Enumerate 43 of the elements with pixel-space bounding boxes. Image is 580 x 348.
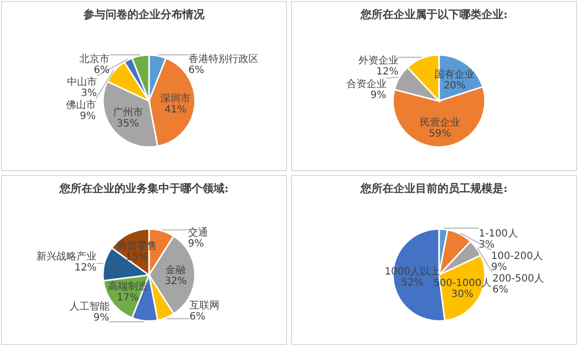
- slice-label: 人工智能: [69, 300, 110, 313]
- chart-title: 您所在企业的业务集中于哪个领域:: [58, 181, 230, 196]
- slice-label: 100-200人: [491, 251, 543, 262]
- slice-label: 民营企业: [420, 116, 460, 129]
- data-label: 12%: [74, 262, 97, 274]
- data-label: 30%: [451, 288, 474, 300]
- chart-title: 您所在企业属于以下哪类企业:: [359, 7, 509, 22]
- slice-label: 合资企业: [346, 78, 386, 90]
- data-label: 6%: [94, 65, 110, 76]
- slice-label: 佛山市: [66, 99, 96, 112]
- slice-label: 1-100人: [478, 228, 518, 240]
- data-label: 6%: [492, 284, 508, 296]
- slice-label: 新兴战略产业: [36, 250, 97, 263]
- data-label: 35%: [116, 118, 140, 130]
- data-label: 41%: [164, 104, 187, 116]
- chart-title: 您所在企业目前的员工规模是:: [359, 181, 509, 196]
- data-label: 17%: [116, 292, 140, 304]
- chart-title: 参与问卷的企业分布情况: [82, 7, 206, 22]
- slice-label: 深圳市: [160, 92, 191, 105]
- slice-label: 200-500人: [492, 273, 544, 284]
- slice-label: 北京市: [80, 53, 110, 66]
- data-label: 6%: [190, 312, 206, 323]
- data-label: 9%: [93, 312, 110, 324]
- data-label: 32%: [164, 276, 187, 287]
- data-label: 9%: [80, 111, 96, 122]
- data-label: 9%: [370, 90, 386, 102]
- slice-label: 广州市: [112, 106, 143, 118]
- data-label: 9%: [188, 238, 204, 250]
- data-label: 3%: [478, 239, 495, 250]
- slice-label: 互联网: [190, 300, 220, 312]
- slice-label: 香港特别行政区: [188, 53, 258, 66]
- slice-label: 金融: [166, 264, 186, 276]
- data-label: 52%: [401, 278, 424, 289]
- slice-label: 中山市: [66, 76, 97, 88]
- data-label: 15%: [126, 252, 148, 264]
- slice-label: 交通: [188, 226, 208, 239]
- data-label: 3%: [80, 88, 97, 100]
- data-label: 6%: [188, 65, 204, 76]
- data-label: 59%: [428, 128, 451, 140]
- slice-label: 外资企业: [358, 54, 398, 66]
- data-label: 9%: [491, 262, 508, 274]
- data-label: 20%: [444, 80, 466, 92]
- data-label: 12%: [376, 66, 398, 78]
